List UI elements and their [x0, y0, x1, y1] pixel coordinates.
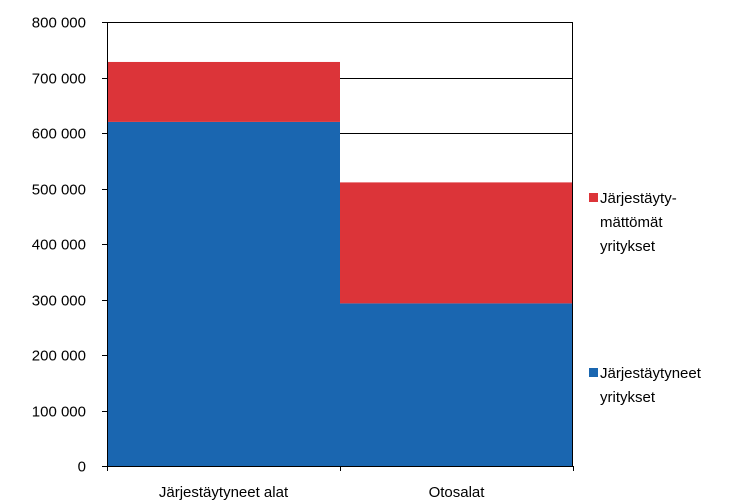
- legend-label: mättömät: [600, 214, 663, 231]
- legend: Järjestäyty-mättömätyrityksetJärjestäyty…: [589, 190, 702, 406]
- y-tick-label: 700 000: [32, 71, 86, 88]
- y-tick-label: 0: [78, 459, 86, 476]
- x-axis-category-labels: Järjestäytyneet alat Otosalat: [159, 484, 485, 501]
- y-tick-label: 300 000: [32, 293, 86, 310]
- legend-label: yritykset: [600, 389, 656, 406]
- bar-segment: [107, 121, 340, 467]
- y-tick-label: 400 000: [32, 237, 86, 254]
- x-category-label: Otosalat: [429, 484, 486, 501]
- y-tick-label: 800 000: [32, 15, 86, 32]
- legend-entry: Järjestäytyneet yritykset: [589, 365, 702, 406]
- axes: [102, 22, 574, 471]
- x-category-label: Järjestäytyneet alat: [159, 484, 289, 501]
- legend-label: Järjestäytyneet: [600, 365, 702, 382]
- legend-entry: Järjestäyty-mättömät yritykset: [589, 190, 677, 255]
- legend-label: Järjestäyty-: [600, 190, 677, 207]
- y-axis-tick-labels: 0 100 000 200 000 300 000 400 000 500 000 600 …: [32, 15, 86, 476]
- bar-segment: [107, 61, 340, 122]
- legend-swatch: [589, 368, 598, 377]
- y-tick-label: 600 000: [32, 126, 86, 143]
- y-tick-label: 100 000: [32, 404, 86, 421]
- y-tick-label: 200 000: [32, 348, 86, 365]
- y-tick-label: 500 000: [32, 182, 86, 199]
- legend-label: yritykset: [600, 238, 656, 255]
- legend-swatch: [589, 193, 598, 202]
- bar-segment: [340, 303, 573, 466]
- bar-segment: [340, 182, 573, 304]
- bars: [107, 61, 573, 467]
